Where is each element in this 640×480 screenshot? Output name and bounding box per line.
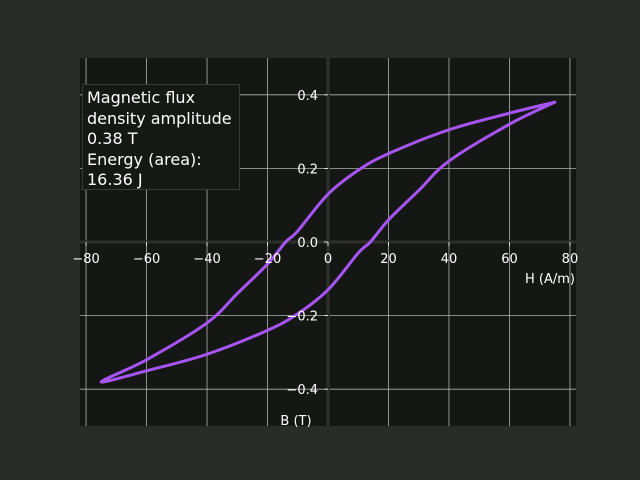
x-tick-label: 40 [441, 252, 458, 267]
info-line-4: Energy (area): [87, 149, 202, 169]
series-layer [99, 100, 557, 384]
x-tick-label: −60 [133, 252, 160, 267]
x-tick-label: −20 [254, 252, 281, 267]
y-tick-label: 0.2 [297, 162, 318, 177]
y-tick-label: −0.2 [286, 310, 318, 325]
x-tick-label: 20 [380, 252, 397, 267]
y-tick-label: 0.0 [297, 236, 318, 251]
x-tick-label: 0 [324, 252, 332, 267]
tick-labels: −80 −60 −40 −20 0 20 40 60 80 −0.4 −0.2 0.0 0.2 0.4 [72, 89, 578, 398]
x-tick-label: 80 [562, 252, 579, 267]
x-axis-label: H (A/m) [525, 272, 575, 287]
info-annotation-box: Magnetic flux density amplitude 0.38 T E… [82, 84, 240, 190]
x-tick-label: −40 [193, 252, 220, 267]
info-line-1: Magnetic flux [87, 88, 196, 107]
info-line-5: 16.36 J [87, 170, 143, 189]
info-line-3: 0.38 T [87, 129, 138, 148]
hysteresis-loop-line [99, 100, 557, 384]
y-tick-label: 0.4 [297, 89, 318, 104]
x-tick-label: −80 [72, 252, 99, 267]
axis-spines [80, 58, 576, 426]
x-tick-label: 60 [501, 252, 518, 267]
y-tick-label: −0.4 [286, 383, 318, 398]
y-axis-label: B (T) [280, 414, 311, 429]
info-line-2: density amplitude [87, 108, 232, 128]
